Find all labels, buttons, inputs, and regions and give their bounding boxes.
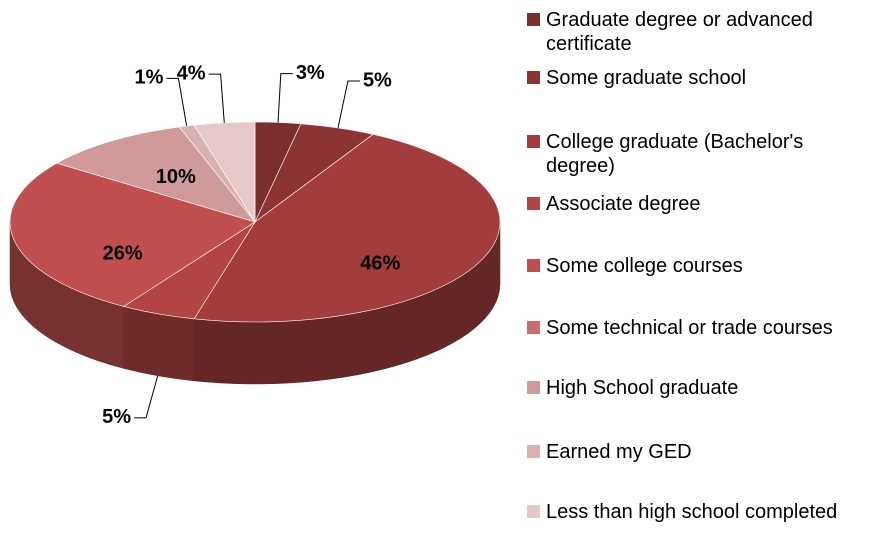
data-label: 46% [360, 253, 400, 275]
legend-swatch [527, 381, 540, 394]
legend-entry: Some graduate school [527, 66, 862, 90]
legend-label: Some graduate school [546, 67, 747, 89]
legend-label: Less than high school completed [546, 501, 838, 523]
slice [193, 134, 501, 323]
slice [56, 126, 256, 223]
leader-line [277, 73, 293, 123]
slice [193, 121, 256, 224]
data-label: 4% [177, 62, 206, 84]
data-label: 3% [296, 62, 325, 84]
legend-label: College graduate (Bachelor's degree) [546, 131, 804, 177]
slice [9, 162, 256, 307]
data-label: 26% [103, 243, 143, 265]
legend-swatch [527, 135, 540, 148]
legend-label: Some college courses [546, 255, 743, 277]
legend-label: Some technical or trade courses [546, 317, 833, 339]
legend-entry: Graduate degree or advanced certificate [527, 8, 862, 56]
legend-entry: Associate degree [527, 192, 862, 216]
legend-entry: Some technical or trade courses [527, 316, 862, 340]
legend-swatch [527, 445, 540, 458]
legend-entry: Some college courses [527, 254, 862, 278]
legend-swatch [527, 505, 540, 518]
data-label: 5% [363, 69, 392, 91]
legend-swatch [527, 321, 540, 334]
data-label: 10% [156, 166, 196, 188]
leader-line [337, 80, 360, 129]
legend-swatch [527, 13, 540, 26]
leader-line [166, 77, 188, 127]
legend-label: Earned my GED [546, 441, 692, 463]
legend-swatch [527, 197, 540, 210]
legend-label: Associate degree [546, 193, 701, 215]
legend-label: High School graduate [546, 377, 739, 399]
legend-swatch [527, 259, 540, 272]
legend-entry: College graduate (Bachelor's degree) [527, 130, 862, 178]
data-label: 5% [102, 406, 131, 428]
data-label: 1% [135, 67, 164, 89]
pie-area: 3% 5% 46% 5% 26% 10% 1% 4% [9, 62, 501, 428]
legend-label: Graduate degree or advanced certificate [546, 9, 813, 55]
leader-line [208, 73, 225, 123]
legend-entry: Less than high school completed [527, 500, 862, 524]
leader-line [134, 375, 159, 419]
legend-entry: Earned my GED [527, 440, 862, 464]
legend-entry: High School graduate [527, 376, 862, 400]
legend-swatch [527, 71, 540, 84]
